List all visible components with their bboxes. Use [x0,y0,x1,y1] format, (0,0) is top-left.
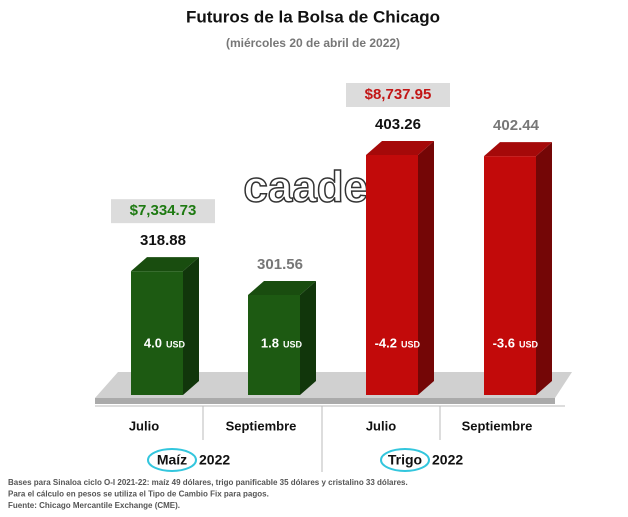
bar-top [248,281,316,295]
footnote: Bases para Sinaloa ciclo O-I 2021-22: ma… [8,478,408,487]
bar-side [418,141,434,395]
x-tick-label: Julio [129,418,159,433]
group-year: 2022 [432,452,463,468]
bar [248,295,300,395]
price-box [111,199,215,224]
group-label: Maíz [157,452,187,468]
value-label: 402.44 [493,117,540,134]
change-unit: USD [519,339,539,349]
bar [131,271,183,395]
bar-side [300,281,316,395]
x-tick-label: Septiembre [226,418,297,433]
group-highlight [380,448,430,472]
change-label: 1.8 [261,335,279,350]
change-label: 4.0 [144,335,162,350]
footnote: Para el cálculo en pesos se utiliza el T… [8,490,269,499]
change-label: -4.2 [375,335,397,350]
group-highlight [147,448,197,472]
group-label: Trigo [388,452,422,468]
floor [95,372,572,398]
price-box [346,83,450,107]
price-label: $7,334.73 [130,202,197,219]
x-tick-label: Septiembre [462,418,533,433]
chart-subtitle: (miércoles 20 de abril de 2022) [226,36,400,50]
bar-top [484,142,552,157]
chart-title: Futuros de la Bolsa de Chicago [186,7,440,26]
x-tick-label: Julio [366,418,396,433]
change-unit: USD [401,339,421,349]
footnote: Fuente: Chicago Mercantile Exchange (CME… [8,501,180,510]
group-year: 2022 [199,452,230,468]
bar-side [536,142,552,395]
value-label: 301.56 [257,256,303,273]
bar-top [131,257,199,272]
price-label: $8,737.95 [365,86,432,103]
floor-edge [95,398,555,404]
change-unit: USD [166,339,186,349]
change-label: -3.6 [493,335,515,350]
bar [484,156,536,395]
value-label: 403.26 [375,116,421,133]
bar [366,155,418,395]
change-unit: USD [283,339,303,349]
value-label: 318.88 [140,232,186,249]
bar-side [183,257,199,395]
bar-top [366,141,434,155]
